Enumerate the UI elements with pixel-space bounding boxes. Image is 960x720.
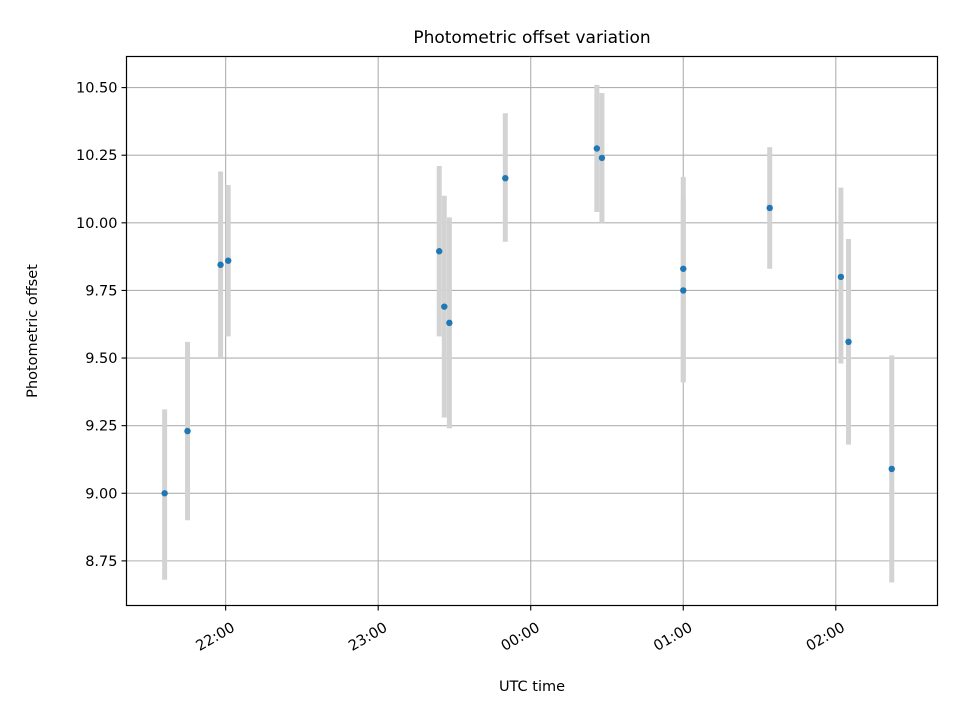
y-tick-label: 8.75 — [85, 554, 117, 570]
data-point — [502, 174, 509, 182]
y-tick-label: 9.00 — [85, 486, 117, 502]
data-point — [224, 257, 232, 264]
data-point — [766, 204, 773, 212]
data-point — [441, 303, 448, 310]
data-point — [837, 273, 845, 281]
y-tick-label: 9.50 — [85, 351, 117, 367]
data-point — [217, 261, 224, 268]
y-tick-label: 9.25 — [85, 419, 117, 435]
grid — [126, 56, 938, 606]
y-tick-label: 9.75 — [85, 283, 117, 299]
data-point — [446, 319, 453, 327]
data-point — [184, 427, 191, 435]
chart-title: Photometric offset variation — [413, 28, 650, 48]
y-tick-label: 10.50 — [76, 81, 118, 97]
y-tick-label: 10.00 — [76, 216, 118, 232]
data-points — [161, 145, 895, 497]
data-point — [888, 465, 895, 473]
x-axis-label: UTC time — [499, 679, 565, 695]
plot-frame — [125, 55, 939, 607]
data-point — [593, 145, 601, 152]
data-point — [680, 287, 687, 294]
data-point — [436, 248, 443, 255]
data-point — [161, 490, 168, 497]
data-point — [845, 338, 852, 346]
data-point — [680, 265, 687, 272]
y-axis-label: Photometric offset — [25, 264, 41, 398]
y-axis: 8.75 9.00 9.25 9.50 9.75 10.00 10.25 10.50 — [76, 81, 127, 570]
data-point — [598, 154, 606, 162]
y-tick-label: 10.25 — [76, 148, 118, 164]
